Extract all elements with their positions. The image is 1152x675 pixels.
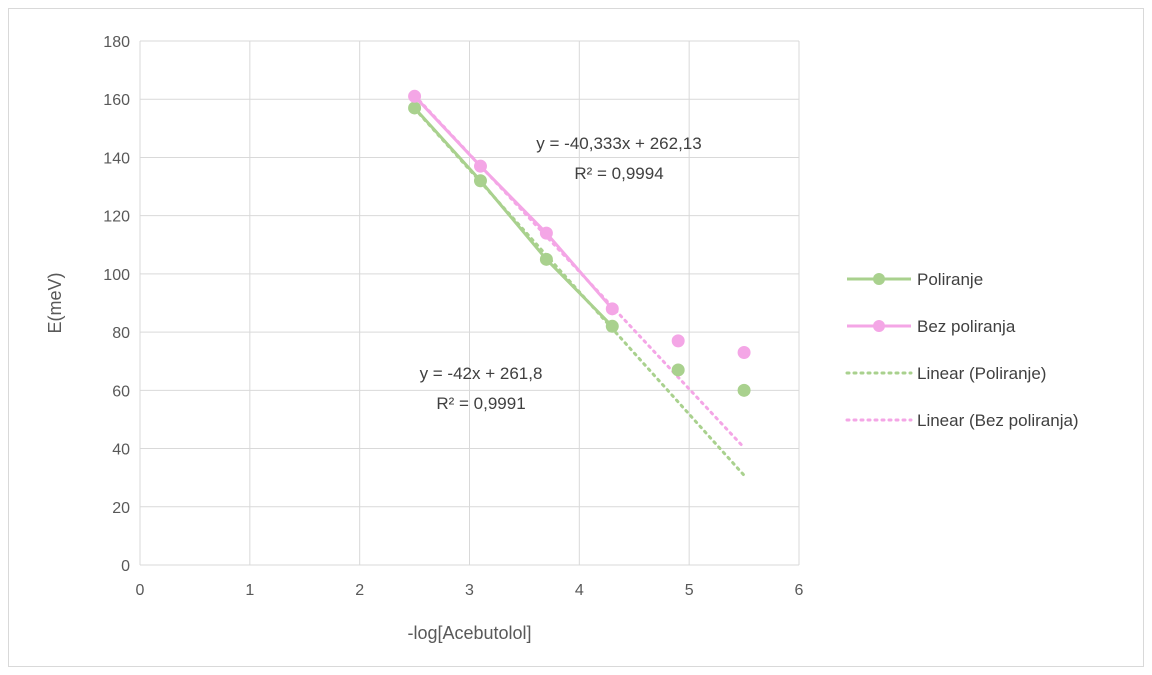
data-series <box>408 89 751 397</box>
data-point <box>408 89 422 103</box>
axes: 0 20 40 60 80 100 120 140 160 180 0 1 2 3 4 5 6 <box>103 34 803 599</box>
series-line <box>413 106 614 328</box>
legend-item: Linear (Bez poliranja) <box>845 411 1079 430</box>
y-tick-label: 20 <box>112 500 130 517</box>
x-tick-label: 3 <box>465 582 474 599</box>
y-tick-label: 80 <box>112 325 130 342</box>
legend-label: Poliranje <box>917 270 983 289</box>
x-tick-label: 2 <box>355 582 364 599</box>
x-axis-title: -log[Acebutolol] <box>407 623 531 643</box>
legend-item: Poliranje <box>847 270 983 289</box>
legend-swatch-marker <box>873 320 885 332</box>
gridlines <box>139 40 800 566</box>
y-tick-label: 40 <box>112 442 130 459</box>
data-point <box>539 252 553 266</box>
y-tick-label: 60 <box>112 383 130 400</box>
legend-label: Bez poliranja <box>917 317 1016 336</box>
equation-bez-poliranja: y = -40,333x + 262,13 <box>536 134 701 153</box>
data-point <box>473 159 487 173</box>
chart-frame: 0 20 40 60 80 100 120 140 160 180 0 1 2 3 4 5 6 -log[Ace… <box>8 8 1144 667</box>
equation-poliranje: y = -42x + 261,8 <box>420 364 543 383</box>
data-point <box>408 101 422 115</box>
data-point <box>473 174 487 188</box>
legend-item: Linear (Poliranje) <box>845 364 1046 383</box>
chart-svg: 0 20 40 60 80 100 120 140 160 180 0 1 2 3 4 5 6 -log[Ace… <box>45 34 1079 643</box>
y-tick-label: 140 <box>103 150 130 167</box>
legend-item: Bez poliranja <box>847 317 1016 336</box>
trendline-equations: y = -40,333x + 262,13 R² = 0,9994 y = -4… <box>420 134 702 413</box>
data-point <box>671 363 685 377</box>
data-point <box>737 383 751 397</box>
x-tick-label: 1 <box>245 582 254 599</box>
y-tick-label: 160 <box>103 92 130 109</box>
data-point <box>671 334 685 348</box>
data-point <box>605 319 619 333</box>
data-point <box>737 345 751 359</box>
data-point <box>539 226 553 240</box>
y-tick-label: 120 <box>103 209 130 226</box>
legend: Poliranje Bez poliranja Linear (Poliranje)… <box>845 270 1079 430</box>
series-line <box>413 95 614 310</box>
y-tick-label: 100 <box>103 267 130 284</box>
x-tick-label: 4 <box>575 582 584 599</box>
x-tick-label: 6 <box>795 582 804 599</box>
legend-label: Linear (Poliranje) <box>917 364 1046 383</box>
legend-swatch-marker <box>873 273 885 285</box>
x-tick-label: 0 <box>136 582 145 599</box>
r2-bez-poliranja: R² = 0,9994 <box>574 164 663 183</box>
legend-label: Linear (Bez poliranja) <box>917 411 1079 430</box>
axis-labels: -log[Acebutolol] E(meV) <box>45 272 532 643</box>
r2-poliranje: R² = 0,9991 <box>436 394 525 413</box>
y-axis-title: E(meV) <box>45 272 65 333</box>
data-point <box>605 302 619 316</box>
x-tick-label: 5 <box>685 582 694 599</box>
y-tick-label: 180 <box>103 34 130 51</box>
y-tick-label: 0 <box>121 558 130 575</box>
